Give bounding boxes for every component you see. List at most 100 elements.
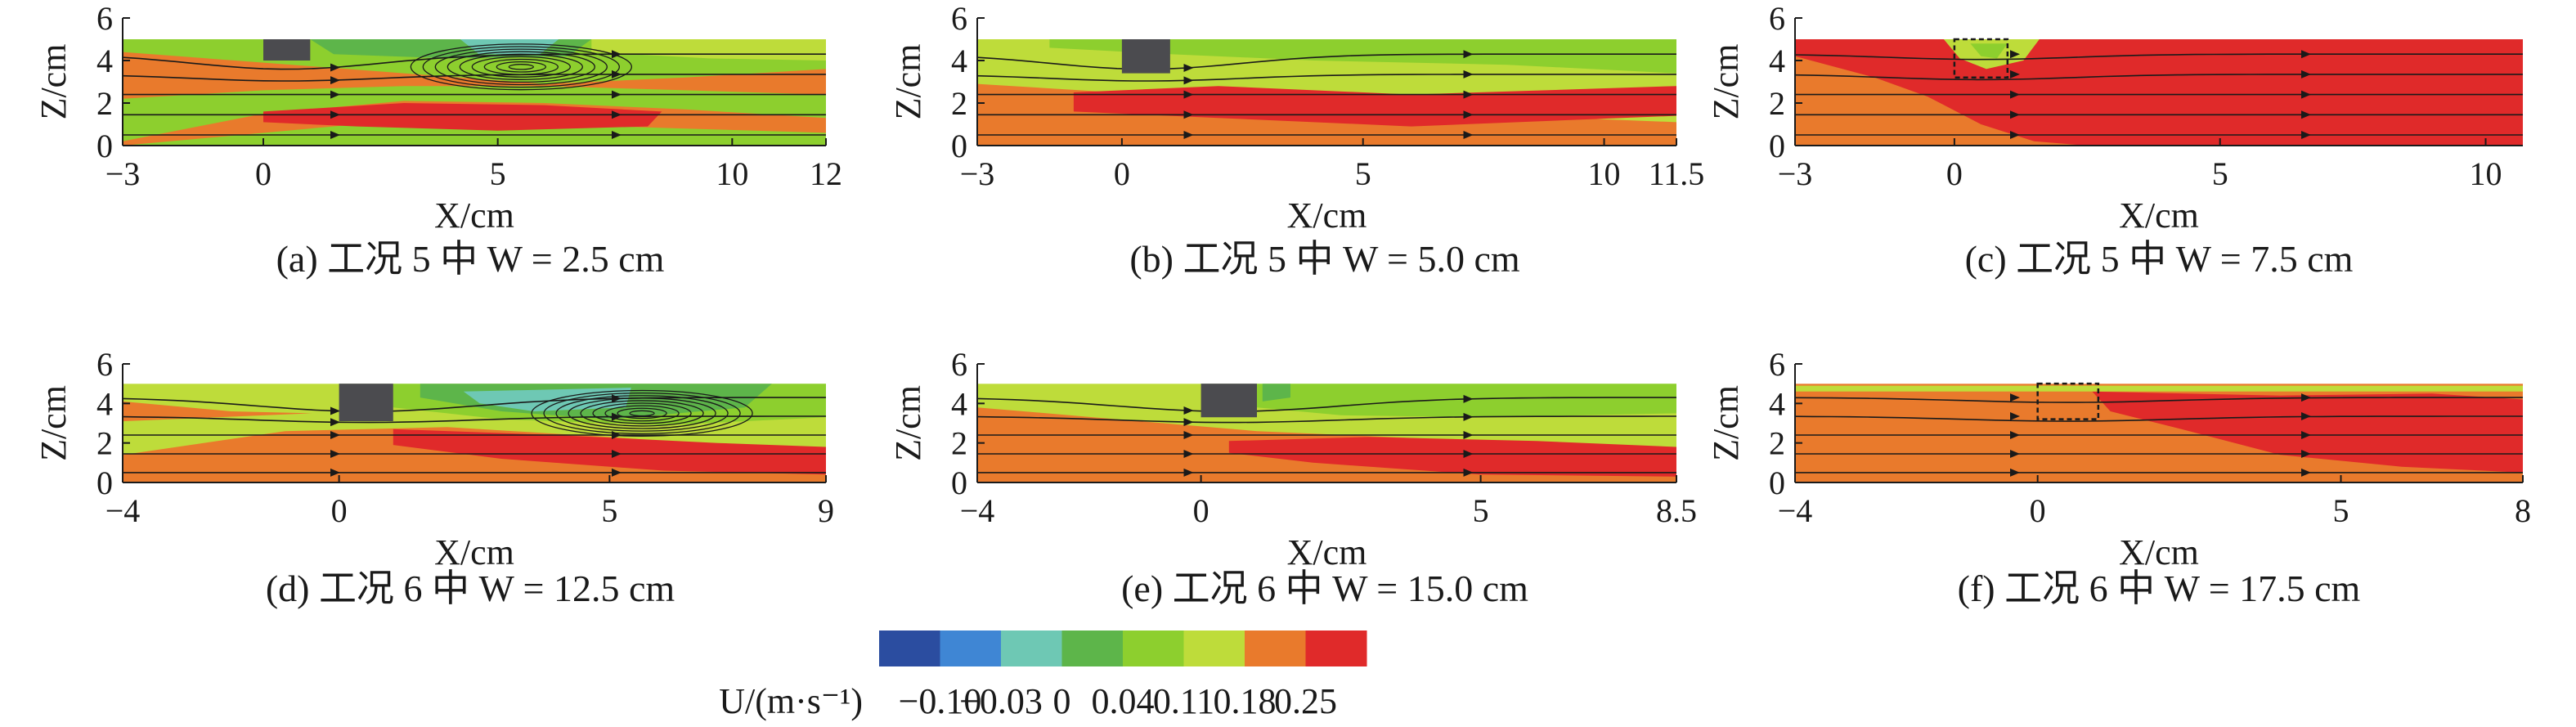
colorbar-tick-label: 0 [1053,681,1071,721]
velocity-zone-2 [1228,437,1676,477]
streamline-arrow [2301,110,2311,119]
streamline-arrow [330,63,340,72]
colorbar-tick-label: −0.03 [959,681,1043,721]
streamline-arrow [1463,70,1474,79]
streamline-arrow [2010,70,2020,79]
velocity-zone-0 [1795,39,2523,146]
velocity-field [1795,39,2523,146]
vortex-ring [434,48,608,86]
streamline-arrow [330,431,340,439]
streamline-arrow [2010,110,2020,119]
x-tick-label: 0 [1946,155,1963,192]
colorbar-swatches [879,631,1367,666]
streamline-arrow [330,131,340,139]
streamline-arrow [330,449,340,458]
streamline-arrow [2301,70,2311,79]
streamline-arrow [2301,90,2311,99]
streamline-3 [1795,415,2523,422]
colorbar-tick-label: 0.25 [1274,681,1337,721]
z-tick-label: 0 [1769,128,1785,164]
x-tick-label: 5 [1355,155,1371,192]
z-tick-label: 6 [951,0,967,37]
velocity-zone-4 [1262,384,1290,402]
streamline-arrow [2010,412,2020,421]
streamline-arrow [612,449,622,458]
z-tick-label: 6 [1769,346,1785,383]
velocity-field [123,39,826,146]
streamline-4 [1795,397,2523,403]
z-tick-label: 4 [96,43,113,79]
streamline-arrow [1463,90,1474,99]
streamline-arrow [2301,468,2311,477]
velocity-field [123,384,826,482]
streamline-arrow [612,70,622,79]
streamline-arrow [612,90,622,99]
panel-caption: (a) 工况 5 中 W = 2.5 cm [276,238,665,280]
x-tick-label: 0 [2030,492,2046,529]
colorbar-swatch-5 [1183,631,1245,666]
vortex-ring [543,392,741,434]
colorbar-tick-label: 0.04 [1092,681,1155,721]
streamline-arrow [1183,90,1194,99]
x-tick-label: 9 [818,492,834,529]
x-tick-label: −4 [105,492,141,529]
vortex-ring [580,400,704,427]
x-tick-label: 5 [2212,155,2228,192]
vortex-ring [447,51,595,83]
streamline-4 [123,53,826,70]
streamline-arrow [612,50,622,59]
x-axis-title: X/cm [434,195,514,236]
z-tick-label: 2 [1769,425,1785,462]
colorbar-swatch-6 [1245,631,1306,666]
streamline-4 [123,397,826,413]
streamline-arrow [2301,393,2311,402]
streamline-arrow [1183,64,1194,73]
streamline-arrow [1463,449,1474,458]
vortex-ring [592,402,692,424]
streamline-arrow [1463,431,1474,439]
recirculation-vortex [531,389,753,437]
panel-caption: (b) 工况 5 中 W = 5.0 cm [1129,238,1520,280]
streamline-arrow [1183,76,1194,85]
velocity-zone-3 [1970,43,2008,59]
x-tick-label: −4 [960,492,995,529]
velocity-zone-2 [393,429,826,475]
colorbar-tick-labels: −0.10−0.03 0 0.040.110.180.25 [899,681,1337,721]
panel-caption: (f) 工况 6 中 W = 17.5 cm [1958,568,2361,609]
z-tick-label: 2 [96,425,113,462]
colorbar-swatch-1 [940,631,1002,666]
z-tick-label: 0 [96,464,113,501]
streamline-arrow [330,468,340,477]
x-tick-label: 12 [810,155,842,192]
streamline-arrow [330,90,340,99]
x-axis-title: X/cm [2119,532,2199,572]
obstacle-block [263,39,311,61]
streamline-arrow [1183,468,1194,477]
z-axis-title: Z/cm [1706,44,1746,120]
streamline-arrow [1183,431,1194,439]
colorbar-tick-label: 0.18 [1214,681,1277,721]
z-tick-label: 0 [951,128,967,164]
vortex-ring [496,61,546,73]
streamline-arrow [612,131,622,139]
vortex-ring [459,53,583,80]
streamline-arrow [2301,50,2311,59]
velocity-field [977,39,1676,146]
streamline-arrow [330,76,340,85]
streamline-arrow [2301,431,2311,439]
velocity-zone-2 [123,52,826,99]
z-axis-title: Z/cm [1706,385,1746,461]
x-axis-title: X/cm [1287,532,1367,572]
colorbar-swatch-3 [1061,631,1124,666]
z-tick-label: 4 [1769,385,1785,422]
x-tick-label: 0 [1193,492,1209,529]
x-tick-label: 5 [601,492,617,529]
velocity-zone-1 [2092,391,2523,473]
streamline-arrow [2301,449,2311,458]
streamline-3 [977,74,1676,82]
x-axis-title: X/cm [2119,195,2199,236]
x-tick-label: 10 [1588,155,1621,192]
